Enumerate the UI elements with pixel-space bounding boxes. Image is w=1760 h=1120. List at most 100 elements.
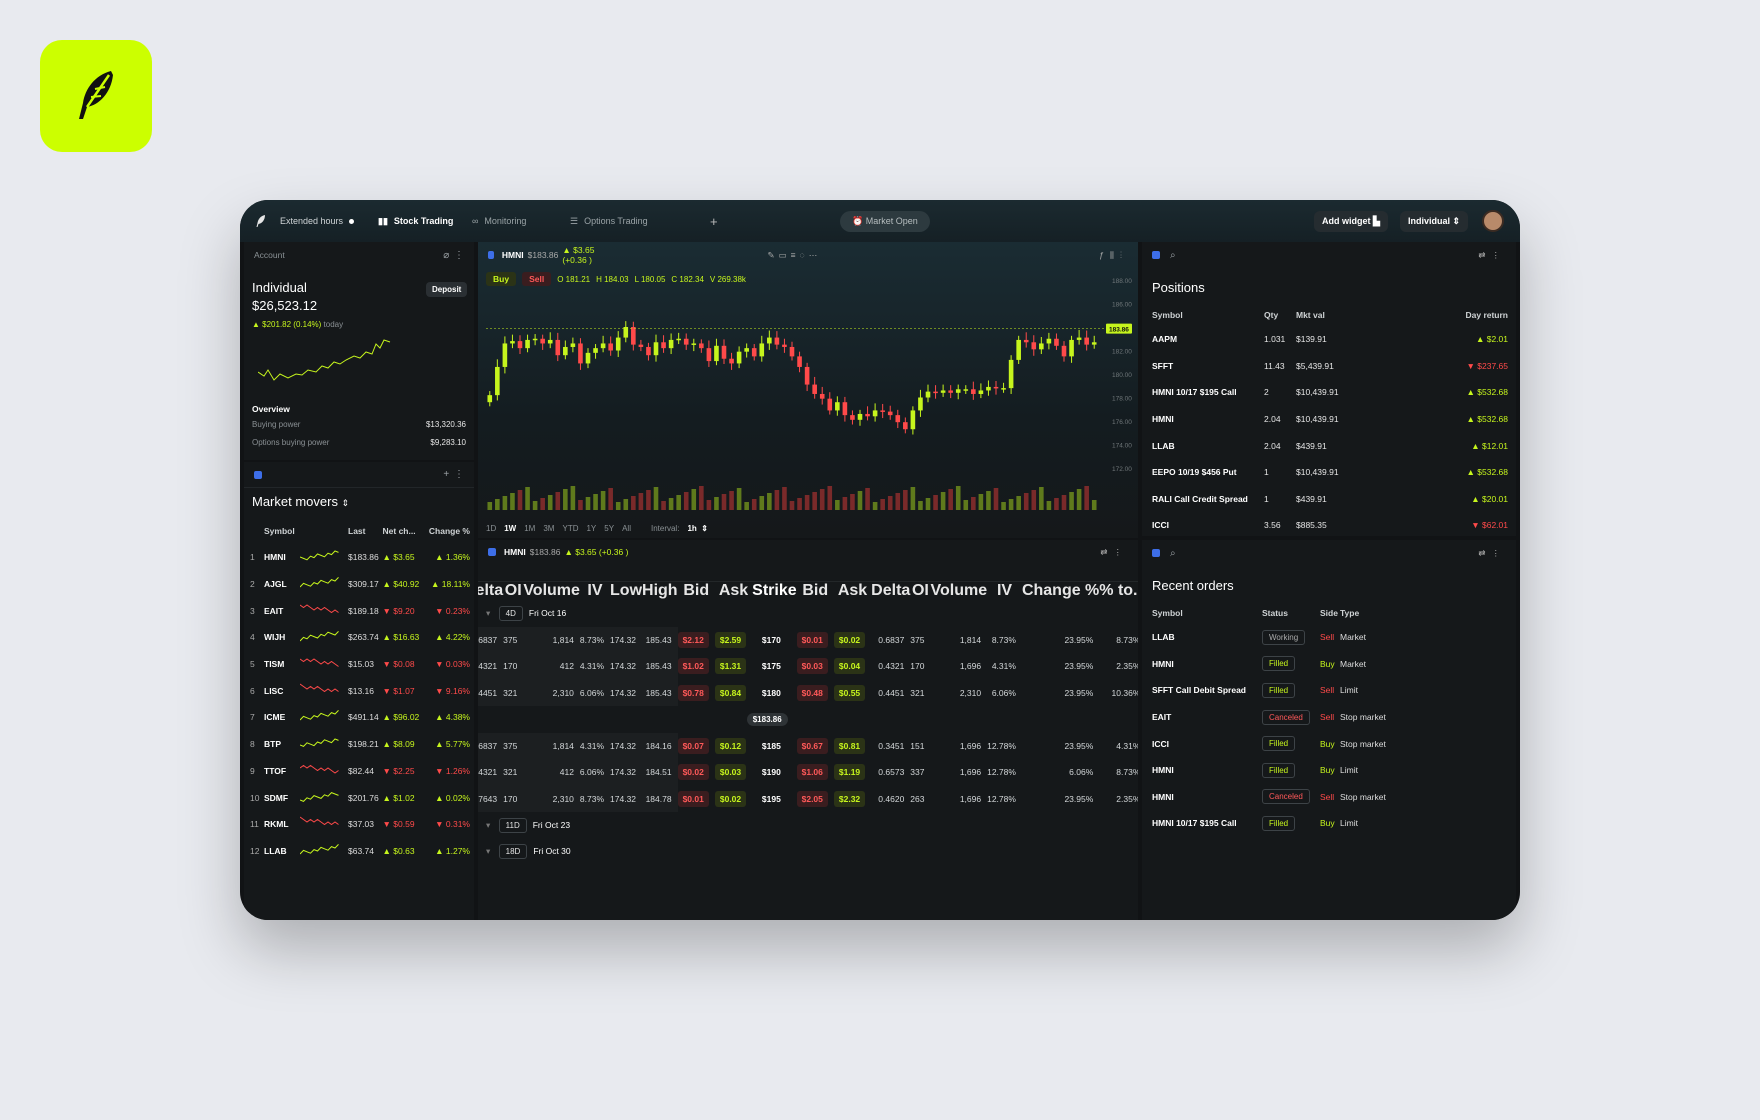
add-tab-button[interactable]: + xyxy=(710,213,718,229)
order-row[interactable]: HMNI Filled Buy Limit xyxy=(1152,757,1388,784)
range-1w[interactable]: 1W xyxy=(504,524,517,533)
movers-row[interactable]: 11 RKML $37.03 ▼ $0.59 ▼ 0.31% xyxy=(250,811,470,838)
expiry-row[interactable]: ▾ 18D Fri Oct 30 xyxy=(478,839,1138,866)
options-cell[interactable]: $0.81 xyxy=(833,733,871,760)
movers-row[interactable]: 1 HMNI $183.86 ▲ $3.65 ▲ 1.36% xyxy=(250,544,470,571)
more-icon[interactable]: ⋮ xyxy=(1491,547,1506,558)
options-row[interactable]: 0.68373751,8148.73%174.32185.43$2.12$2.5… xyxy=(478,626,1138,654)
options-col[interactable]: Ask xyxy=(837,582,868,599)
position-row[interactable]: HMNI 10/17 $195 Call 2 $10,439.91 ▲ $532.68 xyxy=(1152,379,1508,406)
options-col[interactable]: Bid xyxy=(802,582,829,599)
position-row[interactable]: EEPO 10/19 $456 Put 1 $10,439.91 ▲ $532.68 xyxy=(1152,459,1508,486)
col-mktval[interactable]: Mkt val xyxy=(1296,310,1325,320)
tab-options-trading[interactable]: ☰ Options Trading xyxy=(570,200,648,242)
app-logo-icon[interactable] xyxy=(254,200,268,242)
buy-button[interactable]: Buy xyxy=(486,272,517,286)
order-row[interactable]: HMNI 10/17 $195 Call Filled Buy Limit xyxy=(1152,810,1388,837)
options-cell[interactable]: $2.12 xyxy=(677,627,715,654)
options-cell[interactable]: $0.48 xyxy=(796,680,834,707)
position-row[interactable]: SFFT 11.43 $5,439.91 ▼ $237.65 xyxy=(1152,353,1508,380)
movers-row[interactable]: 2 AJGL $309.17 ▲ $40.92 ▲ 18.11% xyxy=(250,571,470,598)
movers-row[interactable]: 6 LISC $13.16 ▼ $1.07 ▼ 9.16% xyxy=(250,677,470,704)
col-symbol[interactable]: Symbol xyxy=(264,526,295,536)
position-row[interactable]: HMNI 2.04 $10,439.91 ▲ $532.68 xyxy=(1152,406,1508,433)
filter-icon[interactable]: ⇄ xyxy=(1478,249,1492,260)
options-col[interactable]: Change % xyxy=(1021,582,1100,599)
col-net[interactable]: Net ch... xyxy=(382,526,416,536)
options-cell[interactable]: $0.02 xyxy=(714,786,752,813)
order-row[interactable]: HMNI Canceled Sell Stop market xyxy=(1152,784,1388,811)
range-all[interactable]: All xyxy=(622,524,631,533)
movers-row[interactable]: 4 WIJH $263.74 ▲ $16.63 ▲ 4.22% xyxy=(250,624,470,651)
movers-row[interactable]: 5 TISM $15.03 ▼ $0.08 ▼ 0.03% xyxy=(250,651,470,678)
filter-icon[interactable]: ⇄ xyxy=(1100,546,1114,557)
options-cell[interactable]: $1.19 xyxy=(833,759,871,786)
col-symbol[interactable]: Symbol xyxy=(1152,608,1183,618)
options-cell[interactable]: $0.04 xyxy=(833,653,871,680)
options-col[interactable]: Strike xyxy=(752,582,797,599)
function-icon[interactable]: ƒ xyxy=(1099,249,1110,260)
options-col[interactable]: % to... xyxy=(1099,582,1138,599)
options-cell[interactable]: $0.01 xyxy=(796,627,834,654)
options-col[interactable]: High xyxy=(642,582,678,599)
options-col[interactable]: IV xyxy=(587,582,603,599)
options-cell[interactable]: $1.06 xyxy=(796,759,834,786)
add-icon[interactable]: + xyxy=(443,469,450,480)
movers-row[interactable]: 10 SDMF $201.76 ▲ $1.02 ▲ 0.02% xyxy=(250,784,470,811)
options-row[interactable]: 0.43211704124.31%174.32185.43$1.02$1.31$… xyxy=(478,653,1138,680)
comment-icon[interactable]: ◌ xyxy=(799,249,809,260)
position-row[interactable]: AAPM 1.031 $139.91 ▲ $2.01 xyxy=(1152,326,1508,353)
col-type[interactable]: Type xyxy=(1340,608,1360,618)
options-cell[interactable]: $0.02 xyxy=(677,759,715,786)
options-col[interactable]: IV xyxy=(996,582,1013,599)
options-row[interactable]: 0.44513212,3106.06%174.32185.43$0.78$0.8… xyxy=(478,679,1138,707)
movers-row[interactable]: 12 LLAB $63.74 ▲ $0.63 ▲ 1.27% xyxy=(250,838,470,865)
options-symbol[interactable]: HMNI xyxy=(504,547,526,557)
widget-link-icon[interactable] xyxy=(1152,251,1160,259)
account-select[interactable]: Individual ⇕ xyxy=(1400,210,1469,232)
order-row[interactable]: ICCI Filled Buy Stop market xyxy=(1152,730,1388,757)
movers-row[interactable]: 7 ICME $491.14 ▲ $96.02 ▲ 4.38% xyxy=(250,704,470,731)
widget-link-icon[interactable] xyxy=(1152,549,1160,557)
options-cell[interactable]: $1.31 xyxy=(714,653,752,680)
options-col[interactable]: Delta xyxy=(871,582,911,599)
more-icon[interactable]: ⋮ xyxy=(1491,249,1506,260)
widget-link-icon[interactable] xyxy=(254,470,262,479)
hide-icon[interactable]: ⌀ xyxy=(443,249,450,261)
order-row[interactable]: SFFT Call Debit Spread Filled Sell Limit xyxy=(1152,677,1388,704)
extended-hours-toggle[interactable]: Extended hours xyxy=(280,200,355,242)
options-col[interactable]: OI xyxy=(504,582,522,599)
widget-link-icon[interactable] xyxy=(488,548,496,556)
deposit-button[interactable]: Deposit xyxy=(426,282,468,297)
movers-title[interactable]: Market movers ⇕ xyxy=(252,494,349,509)
options-col[interactable]: Ask xyxy=(718,582,749,599)
options-cell[interactable]: $2.05 xyxy=(796,786,834,813)
options-col[interactable]: Delta xyxy=(478,582,504,599)
range-1d[interactable]: 1D xyxy=(486,524,497,533)
options-row[interactable]: 0.68373751,8144.31%174.32184.16$0.07$0.1… xyxy=(478,732,1138,760)
col-last[interactable]: Last xyxy=(348,526,366,536)
options-cell[interactable]: $0.67 xyxy=(796,733,834,760)
order-row[interactable]: HMNI Filled Buy Market xyxy=(1152,651,1388,678)
movers-row[interactable]: 8 BTP $198.21 ▲ $8.09 ▲ 5.77% xyxy=(250,731,470,758)
tab-stock-trading[interactable]: ▮▮ Stock Trading xyxy=(378,200,453,242)
options-col[interactable]: Bid xyxy=(683,582,710,599)
col-pct[interactable]: Change % xyxy=(428,526,470,536)
range-1m[interactable]: 1M xyxy=(524,524,536,533)
order-row[interactable]: EAIT Canceled Sell Stop market xyxy=(1152,704,1388,731)
chart-symbol[interactable]: HMNI xyxy=(501,250,524,260)
sell-button[interactable]: Sell xyxy=(522,272,552,286)
options-col[interactable]: Volume xyxy=(930,582,988,599)
options-cell[interactable]: $0.78 xyxy=(677,680,715,707)
filter-icon[interactable]: ⇄ xyxy=(1478,547,1492,558)
range-1y[interactable]: 1Y xyxy=(586,524,597,533)
search-icon[interactable]: ⌕ xyxy=(1170,547,1176,559)
options-col[interactable]: Low xyxy=(610,582,643,599)
more-icon[interactable]: ⋮ xyxy=(454,249,464,261)
candles-icon[interactable]: ⫼ xyxy=(1109,249,1120,260)
options-cell[interactable]: $2.32 xyxy=(833,786,871,813)
range-5y[interactable]: 5Y xyxy=(604,524,615,533)
pencil-icon[interactable]: ✎ xyxy=(767,249,779,260)
options-cell[interactable]: $0.01 xyxy=(677,786,715,813)
